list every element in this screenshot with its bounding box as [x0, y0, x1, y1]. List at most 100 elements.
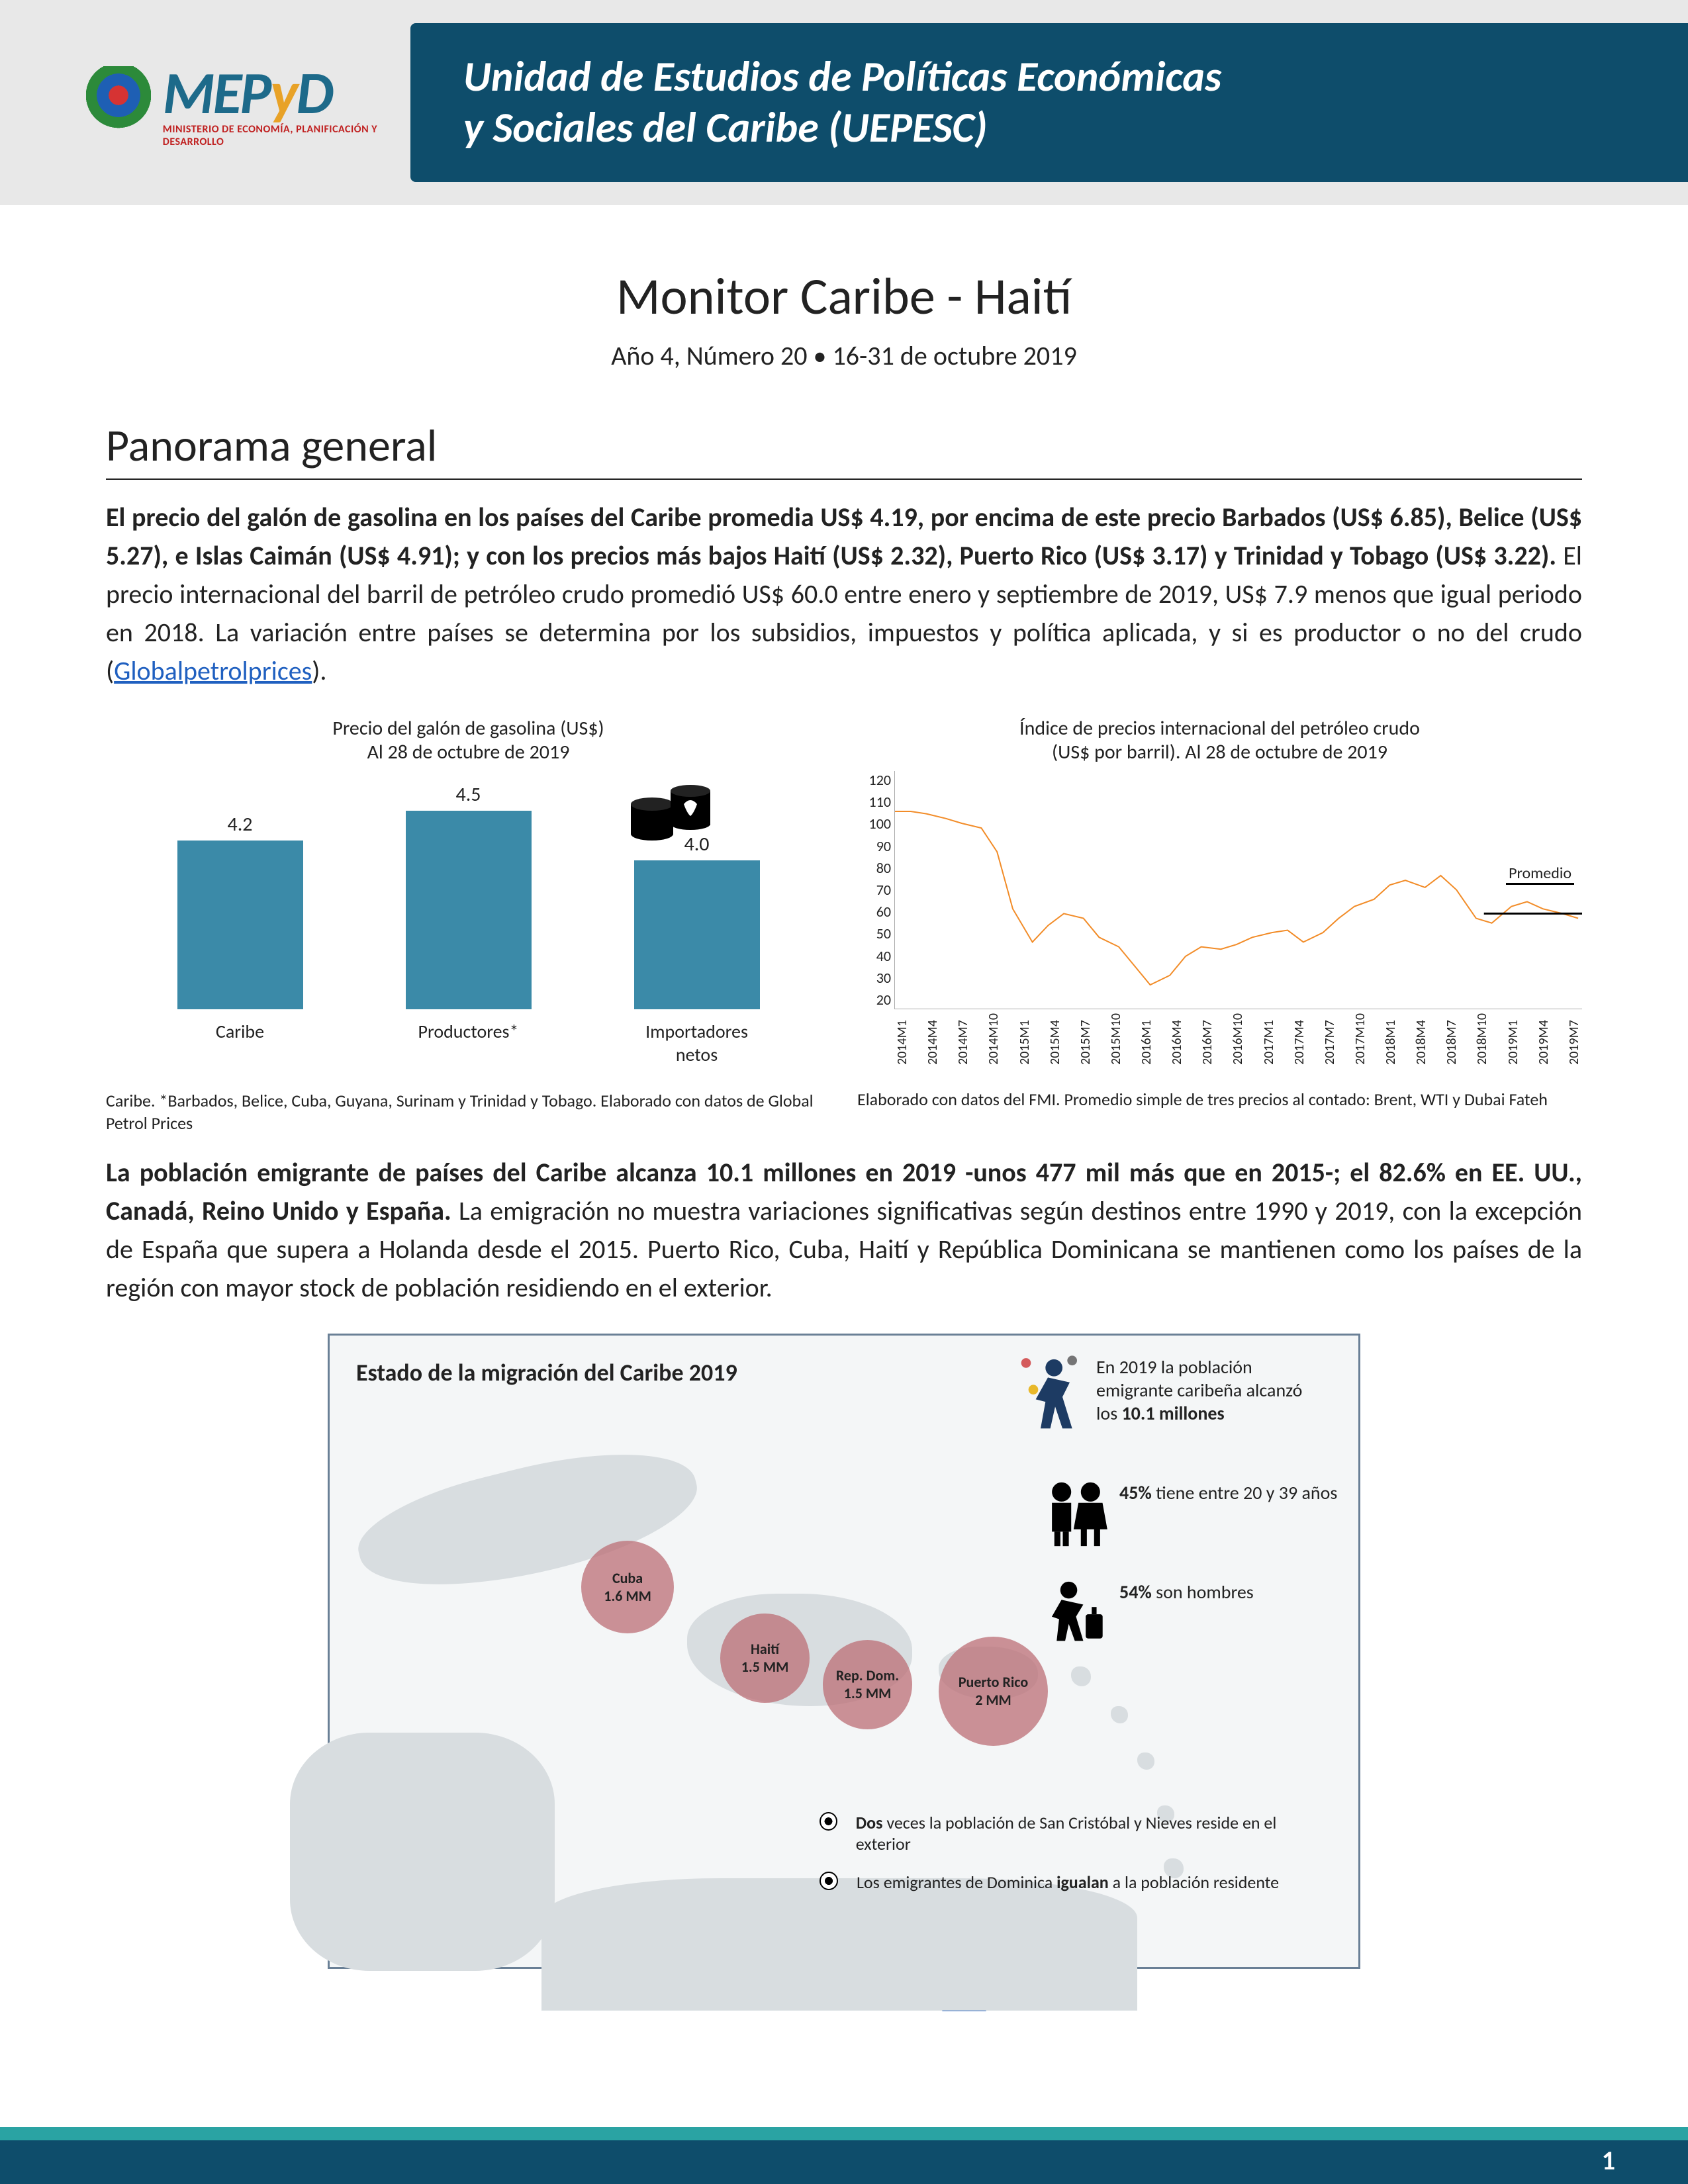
luggage-icon — [1045, 1580, 1107, 1649]
map-bubble: Cuba1.6 MM — [581, 1541, 674, 1633]
oil-barrel-icon — [626, 778, 718, 850]
map-bubble: Rep. Dom.1.5 MM — [823, 1640, 912, 1729]
map-bubble: Puerto Rico2 MM — [939, 1637, 1048, 1746]
y-tick: 30 — [862, 969, 891, 987]
para1-bold: El precio del galón de gasolina en los p… — [106, 501, 1582, 572]
bar-value-label: 4.2 — [228, 812, 253, 837]
y-tick: 110 — [862, 793, 891, 811]
logo-d: D — [296, 57, 332, 130]
line-chart-note: Elaborado con datos del FMI. Promedio si… — [857, 1089, 1582, 1111]
footer: 1 — [0, 2127, 1688, 2184]
line-chart: Índice de precios internacional del petr… — [857, 717, 1582, 1135]
line-title-1: Índice de precios internacional del petr… — [857, 717, 1582, 741]
x-tick: 2015M4 — [1047, 1013, 1063, 1065]
logo-block: MEPyD MINISTERIO DE ECONOMÍA, PLANIFICAC… — [0, 57, 410, 148]
land-island3 — [1137, 1752, 1154, 1770]
x-tick: 2018M7 — [1444, 1013, 1460, 1065]
walker-icon — [1011, 1355, 1084, 1440]
header: MEPyD MINISTERIO DE ECONOMÍA, PLANIFICAC… — [0, 0, 1688, 205]
globalpetrolprices-link[interactable]: Globalpetrolprices — [114, 655, 312, 687]
promedio-label: Promedio — [1506, 864, 1574, 885]
x-tick: 2018M4 — [1413, 1013, 1429, 1065]
line-svg — [895, 771, 1582, 1009]
bar-category-label: Importadores netos — [624, 1020, 770, 1066]
document-subtitle: Año 4, Número 20 • 16-31 de octubre 2019 — [106, 340, 1582, 372]
bar-chart-title: Precio del galón de gasolina (US$) Al 28… — [106, 717, 831, 764]
bar-category-label: Productores* — [396, 1020, 541, 1066]
bar-chart: Precio del galón de gasolina (US$) Al 28… — [106, 717, 831, 1135]
map-info-item: En 2019 la población emigrante caribeña … — [1011, 1355, 1316, 1440]
y-tick: 120 — [862, 771, 891, 789]
paragraph-1: El precio del galón de gasolina en los p… — [106, 498, 1582, 690]
x-tick: 2016M1 — [1139, 1013, 1154, 1065]
map-info-item: 54% son hombres — [1045, 1580, 1349, 1649]
y-tick: 90 — [862, 837, 891, 855]
logo-subtitle: MINISTERIO DE ECONOMÍA, PLANIFICACIÓN Y … — [163, 123, 410, 148]
page-number: 1 — [1602, 2144, 1615, 2177]
banner-line2: y Sociales del Caribe (UEPESC) — [463, 103, 1648, 154]
map-bubble: Haití1.5 MM — [720, 1614, 810, 1703]
y-tick: 40 — [862, 947, 891, 965]
x-tick: 2018M10 — [1474, 1013, 1490, 1065]
banner: Unidad de Estudios de Políticas Económic… — [410, 23, 1688, 182]
logo-main: MEP — [163, 57, 270, 130]
x-tick: 2014M10 — [986, 1013, 1002, 1065]
x-tick: 2014M1 — [894, 1013, 910, 1065]
x-tick: 2016M7 — [1199, 1013, 1215, 1065]
bar-item: 4.0 — [624, 832, 770, 1009]
bar-categories: Caribe Productores* Importadores netos — [106, 1009, 831, 1066]
eye-icon — [820, 1872, 838, 1890]
y-tick: 60 — [862, 903, 891, 921]
bar-value-label: 4.5 — [456, 782, 481, 807]
x-tick: 2019M4 — [1536, 1013, 1552, 1065]
y-axis-labels: 1201101009080706050403020 — [862, 771, 891, 1009]
bar-chart-area: 4.2 4.5 4.0 — [106, 771, 831, 1009]
bar-title-2: Al 28 de octubre de 2019 — [106, 741, 831, 764]
x-tick: 2017M7 — [1322, 1013, 1338, 1065]
bar — [406, 811, 532, 1009]
bar — [634, 860, 760, 1009]
y-tick: 50 — [862, 925, 891, 942]
section-heading: Panorama general — [106, 418, 1582, 480]
line-chart-title: Índice de precios internacional del petr… — [857, 717, 1582, 764]
bar-item: 4.2 — [167, 812, 313, 1009]
x-axis-labels: 2014M12014M42014M72014M102015M12015M4201… — [894, 1013, 1582, 1065]
map-fact: Los emigrantes de Dominica igualan a la … — [820, 1872, 1309, 1893]
map-title: Estado de la migración del Caribe 2019 — [356, 1358, 737, 1387]
y-tick: 100 — [862, 815, 891, 833]
bar-chart-note: Caribe. *Barbados, Belice, Cuba, Guyana,… — [106, 1090, 831, 1135]
bar — [177, 841, 303, 1009]
charts-row: Precio del galón de gasolina (US$) Al 28… — [106, 717, 1582, 1135]
bar-title-1: Precio del galón de gasolina (US$) — [106, 717, 831, 741]
line-chart-area: 1201101009080706050403020 Promedio — [894, 771, 1582, 1009]
document-title: Monitor Caribe - Haití — [106, 265, 1582, 328]
land-southam — [541, 1878, 1137, 2011]
para1-close: ). — [312, 655, 326, 687]
bar-category-label: Caribe — [167, 1020, 313, 1066]
x-tick: 2014M4 — [925, 1013, 941, 1065]
content: Monitor Caribe - Haití Año 4, Número 20 … — [0, 205, 1688, 2015]
line-title-2: (US$ por barril). Al 28 de octubre de 20… — [857, 741, 1582, 764]
x-tick: 2016M4 — [1169, 1013, 1185, 1065]
x-tick: 2016M10 — [1230, 1013, 1246, 1065]
x-tick: 2018M1 — [1383, 1013, 1399, 1065]
land-island1 — [1071, 1666, 1091, 1686]
logo-text: MEPyD — [163, 57, 410, 130]
logo-text-wrap: MEPyD MINISTERIO DE ECONOMÍA, PLANIFICAC… — [163, 57, 410, 148]
paragraph-2: La población emigrante de países del Car… — [106, 1154, 1582, 1307]
land-centroam — [290, 1733, 555, 1971]
x-tick: 2017M4 — [1291, 1013, 1307, 1065]
map-fact: Dos veces la población de San Cristóbal … — [820, 1812, 1309, 1855]
x-tick: 2014M7 — [955, 1013, 971, 1065]
x-tick: 2017M1 — [1261, 1013, 1277, 1065]
x-tick: 2015M10 — [1108, 1013, 1124, 1065]
migration-map: Estado de la migración del Caribe 2019 C… — [328, 1334, 1360, 1969]
y-tick: 80 — [862, 859, 891, 877]
x-tick: 2019M7 — [1566, 1013, 1582, 1065]
people-icon — [1045, 1481, 1107, 1553]
shield-icon — [86, 66, 151, 139]
y-tick: 70 — [862, 881, 891, 899]
banner-line1: Unidad de Estudios de Políticas Económic… — [463, 52, 1648, 103]
logo-y: y — [270, 57, 296, 130]
bar-item: 4.5 — [396, 782, 541, 1009]
